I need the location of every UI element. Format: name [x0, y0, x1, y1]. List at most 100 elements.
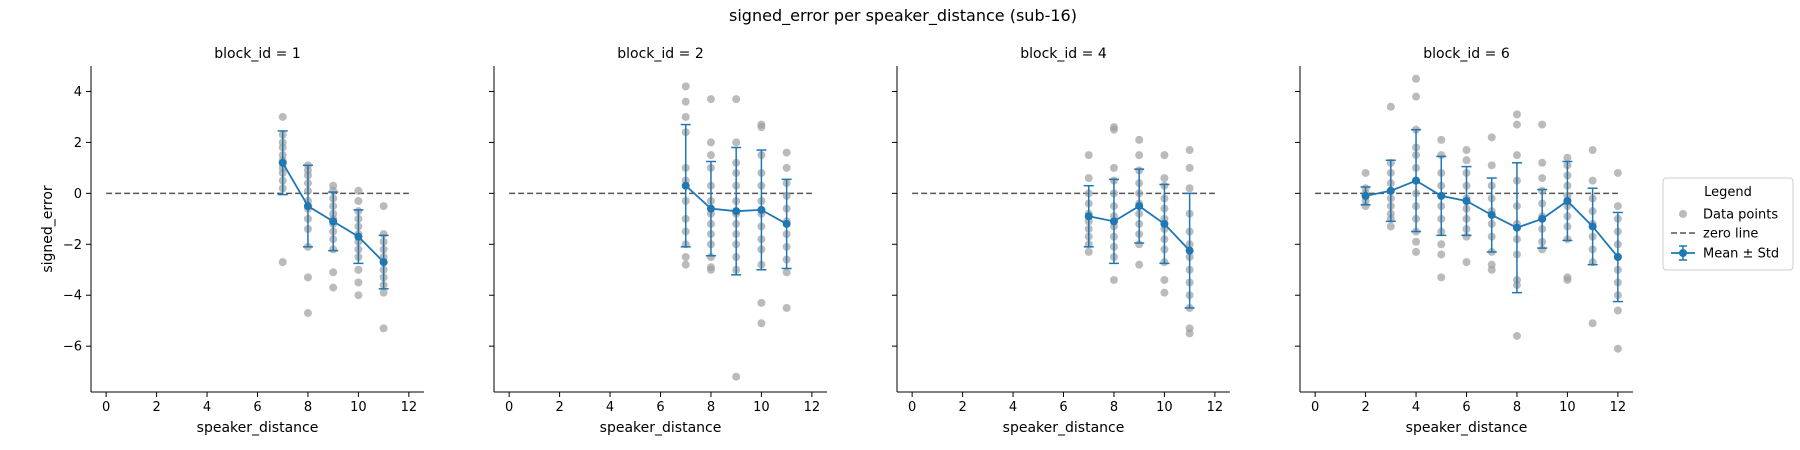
mean-point: [1135, 202, 1144, 211]
mean-point: [354, 232, 363, 241]
facet-panel: block_id = 6 0 2 4 6 8 10 12 speaker_distance: [1295, 46, 1633, 436]
y-tick-label: 2: [74, 136, 82, 151]
x-axis-title: speaker_distance: [1003, 420, 1125, 436]
x-axis-title: speaker_distance: [600, 420, 722, 436]
data-point: [1185, 329, 1194, 338]
mean-point: [303, 202, 312, 211]
mean-point: [681, 181, 690, 190]
chart-legend: Legend Data points zero line Mean ± Std: [1662, 177, 1794, 271]
x-axis-title: speaker_distance: [197, 420, 319, 436]
legend-entry-label: Data points: [1703, 208, 1778, 223]
data-point: [1437, 135, 1446, 144]
data-point: [1512, 331, 1521, 340]
data-point: [278, 258, 287, 267]
x-tick-label: 6: [1059, 400, 1067, 415]
mean-point: [1538, 214, 1547, 223]
x-tick-label: 4: [203, 400, 211, 415]
mean-point: [379, 258, 388, 267]
data-point: [1160, 151, 1169, 160]
x-tick-label: 4: [606, 400, 614, 415]
data-point: [1588, 146, 1597, 155]
data-point: [681, 253, 690, 262]
x-tick-label: 2: [152, 400, 160, 415]
data-point: [1613, 168, 1622, 177]
data-point: [1538, 174, 1547, 183]
data-point: [732, 372, 741, 381]
x-tick-label: 10: [753, 400, 770, 415]
data-point: [1437, 273, 1446, 282]
data-point: [1487, 265, 1496, 274]
data-point: [303, 273, 312, 282]
facet-panels: block_id = 1 0 2 4 6 8 10 12 −6 −4 −2 0 2 4 speaker_di…: [40, 46, 1633, 436]
x-axis-title: speaker_distance: [1406, 420, 1528, 436]
data-point: [1437, 250, 1446, 259]
legend-title: Legend: [1704, 185, 1752, 200]
data-point: [1160, 275, 1169, 284]
data-point: [757, 123, 766, 132]
data-point: [1512, 120, 1521, 129]
mean-point: [278, 158, 287, 167]
data-point: [1613, 306, 1622, 315]
x-tick-label: 0: [908, 400, 916, 415]
x-tick-label: 4: [1412, 400, 1420, 415]
data-point: [1185, 163, 1194, 172]
data-point: [681, 82, 690, 91]
data-point: [1512, 110, 1521, 119]
data-point: [1487, 161, 1496, 170]
data-point: [782, 268, 791, 277]
panel-title: block_id = 2: [617, 46, 703, 62]
x-tick-label: 2: [958, 400, 966, 415]
legend-box: [1662, 177, 1794, 271]
data-point: [706, 95, 715, 104]
x-tick-label: 0: [505, 400, 513, 415]
x-tick-label: 8: [1513, 400, 1521, 415]
x-tick-label: 0: [102, 400, 110, 415]
mean-point: [1185, 246, 1194, 255]
facet-panel: block_id = 2 0 2 4 6 8 10 12 speaker_distance: [489, 46, 827, 436]
y-tick-label: −6: [63, 340, 82, 355]
mean-point: [1487, 210, 1496, 219]
data-point: [1135, 260, 1144, 269]
y-tick-label: 4: [74, 85, 82, 100]
data-point: [757, 319, 766, 328]
data-point: [1361, 168, 1370, 177]
mean-point: [1412, 176, 1421, 185]
data-point: [1160, 174, 1169, 183]
data-point: [329, 268, 338, 277]
data-point: [1084, 151, 1093, 160]
facet-panel: block_id = 4 0 2 4 6 8 10 12 speaker_distance: [892, 46, 1230, 436]
mean-point: [1361, 191, 1370, 200]
data-point: [1412, 237, 1421, 246]
data-point: [354, 278, 363, 287]
data-point: [732, 95, 741, 104]
data-point: [681, 112, 690, 121]
y-axis-title: signed_error: [40, 185, 56, 273]
panel-title: block_id = 6: [1423, 46, 1510, 62]
mean-point: [329, 217, 338, 226]
legend-entry-label: zero line: [1703, 227, 1758, 242]
data-point: [379, 202, 388, 211]
mean-point: [1160, 219, 1169, 228]
data-point: [278, 112, 287, 121]
x-tick-label: 12: [401, 400, 418, 415]
y-tick-label: −2: [63, 238, 82, 253]
data-point: [1462, 258, 1471, 267]
data-point: [1412, 92, 1421, 101]
data-point: [1084, 174, 1093, 183]
data-point: [1386, 222, 1395, 231]
mean-point: [1512, 223, 1521, 232]
x-tick-label: 6: [656, 400, 664, 415]
x-tick-label: 12: [804, 400, 821, 415]
panel-title: block_id = 1: [214, 46, 300, 62]
data-point: [681, 97, 690, 106]
data-point: [303, 309, 312, 318]
mean-point: [757, 205, 766, 214]
data-point: [1412, 247, 1421, 256]
x-tick-label: 2: [1361, 400, 1369, 415]
data-point: [354, 265, 363, 274]
data-point: [379, 288, 388, 297]
x-tick-label: 6: [1462, 400, 1470, 415]
data-point: [329, 283, 338, 292]
data-point: [379, 324, 388, 333]
